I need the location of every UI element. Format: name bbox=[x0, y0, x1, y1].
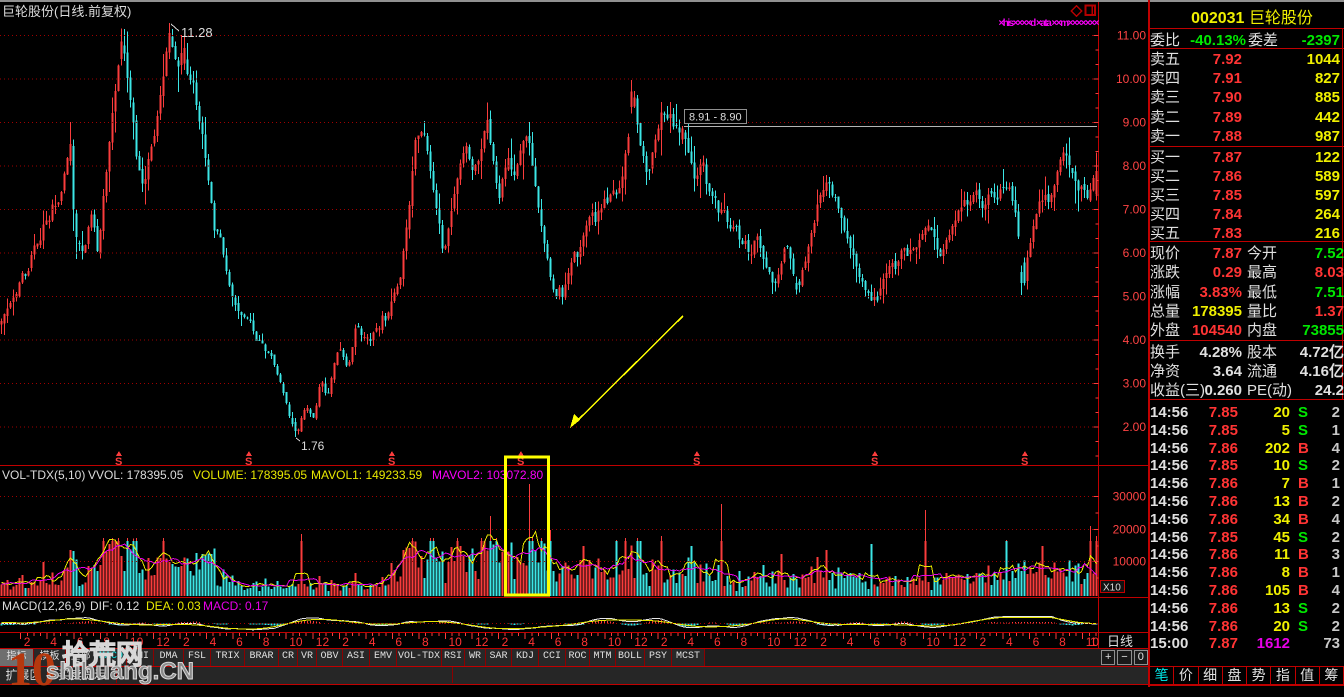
svg-text:8: 8 bbox=[741, 635, 748, 649]
svg-text:10: 10 bbox=[608, 635, 622, 649]
svg-text:VVOL: 178395.05: VVOL: 178395.05 bbox=[88, 468, 184, 482]
svg-text:3.00: 3.00 bbox=[1123, 377, 1147, 391]
svg-text:8: 8 bbox=[900, 635, 907, 649]
svg-text:12: 12 bbox=[794, 635, 808, 649]
svg-text:6: 6 bbox=[1033, 635, 1040, 649]
svg-text:2: 2 bbox=[661, 635, 668, 649]
svg-text:12: 12 bbox=[316, 635, 330, 649]
svg-text:4: 4 bbox=[210, 635, 217, 649]
svg-text:4: 4 bbox=[369, 635, 376, 649]
svg-text:8.91 - 8.90: 8.91 - 8.90 bbox=[689, 112, 742, 124]
svg-text:巨轮股份(日线.前复权): 巨轮股份(日线.前复权) bbox=[2, 4, 131, 19]
svg-text:S: S bbox=[388, 456, 395, 468]
svg-text:×his××××d ×ata ××m×××××××: ×his××××d ×ata ××m××××××× bbox=[998, 18, 1099, 29]
svg-text:日线: 日线 bbox=[1107, 634, 1133, 649]
svg-text:6: 6 bbox=[714, 635, 721, 649]
svg-text:10: 10 bbox=[926, 635, 940, 649]
svg-text:10: 10 bbox=[289, 635, 303, 649]
svg-text:1.76: 1.76 bbox=[301, 439, 325, 453]
svg-text:S: S bbox=[693, 456, 700, 468]
svg-text:DIF: 0.12: DIF: 0.12 bbox=[90, 599, 140, 613]
svg-text:7.00: 7.00 bbox=[1123, 203, 1147, 217]
svg-text:1: 1 bbox=[1090, 635, 1097, 649]
svg-text:2: 2 bbox=[24, 635, 31, 649]
svg-text:MACD: 0.17: MACD: 0.17 bbox=[203, 599, 269, 613]
svg-text:12: 12 bbox=[156, 635, 170, 649]
svg-text:10.00: 10.00 bbox=[1116, 72, 1146, 86]
svg-text:8: 8 bbox=[581, 635, 588, 649]
svg-text:11.00: 11.00 bbox=[1117, 29, 1146, 43]
svg-text:VOLUME: 178395.05: VOLUME: 178395.05 bbox=[193, 468, 307, 482]
svg-text:4: 4 bbox=[847, 635, 854, 649]
svg-text:X10: X10 bbox=[1103, 583, 1121, 594]
svg-text:6: 6 bbox=[236, 635, 243, 649]
svg-text:20000: 20000 bbox=[1113, 523, 1147, 537]
svg-text:2: 2 bbox=[183, 635, 190, 649]
svg-text:2: 2 bbox=[820, 635, 827, 649]
svg-text:4.00: 4.00 bbox=[1123, 333, 1147, 347]
svg-text:8: 8 bbox=[263, 635, 270, 649]
svg-text:VOL-TDX(5,10): VOL-TDX(5,10) bbox=[2, 468, 85, 482]
svg-text:8: 8 bbox=[422, 635, 429, 649]
svg-text:S: S bbox=[517, 456, 524, 468]
svg-text:S: S bbox=[245, 456, 252, 468]
svg-text:6: 6 bbox=[395, 635, 402, 649]
svg-text:12: 12 bbox=[953, 635, 967, 649]
svg-text:6: 6 bbox=[555, 635, 562, 649]
svg-text:MAVOL1: 149233.59: MAVOL1: 149233.59 bbox=[311, 468, 423, 482]
svg-text:11.28: 11.28 bbox=[181, 25, 213, 40]
svg-text:S: S bbox=[115, 456, 122, 468]
svg-text:10: 10 bbox=[767, 635, 781, 649]
svg-text:5.00: 5.00 bbox=[1123, 290, 1147, 304]
svg-text:2.00: 2.00 bbox=[1123, 420, 1147, 434]
svg-text:DEA: 0.03: DEA: 0.03 bbox=[146, 599, 201, 613]
svg-text:4: 4 bbox=[687, 635, 694, 649]
svg-text:S: S bbox=[1021, 456, 1028, 468]
svg-text:2: 2 bbox=[502, 635, 509, 649]
svg-text:2: 2 bbox=[342, 635, 349, 649]
svg-text:6: 6 bbox=[77, 635, 84, 649]
svg-text:8: 8 bbox=[1059, 635, 1066, 649]
svg-text:9.00: 9.00 bbox=[1123, 116, 1147, 130]
svg-text:8: 8 bbox=[103, 635, 110, 649]
svg-text:30000: 30000 bbox=[1113, 490, 1147, 504]
svg-text:10: 10 bbox=[130, 635, 144, 649]
svg-text:4: 4 bbox=[528, 635, 535, 649]
svg-text:4: 4 bbox=[50, 635, 57, 649]
svg-text:6: 6 bbox=[873, 635, 880, 649]
svg-text:10000: 10000 bbox=[1113, 555, 1147, 569]
svg-text:2: 2 bbox=[980, 635, 987, 649]
svg-text:10: 10 bbox=[1086, 635, 1100, 649]
svg-text:MAVOL2: 103072.80: MAVOL2: 103072.80 bbox=[432, 468, 544, 482]
svg-text:6.00: 6.00 bbox=[1123, 246, 1147, 260]
svg-text:8.00: 8.00 bbox=[1123, 159, 1147, 173]
svg-text:12: 12 bbox=[634, 635, 648, 649]
svg-text:MACD(12,26,9): MACD(12,26,9) bbox=[2, 599, 85, 613]
svg-text:4: 4 bbox=[1006, 635, 1013, 649]
svg-text:S: S bbox=[871, 456, 878, 468]
svg-text:10: 10 bbox=[449, 635, 463, 649]
svg-text:12: 12 bbox=[475, 635, 489, 649]
